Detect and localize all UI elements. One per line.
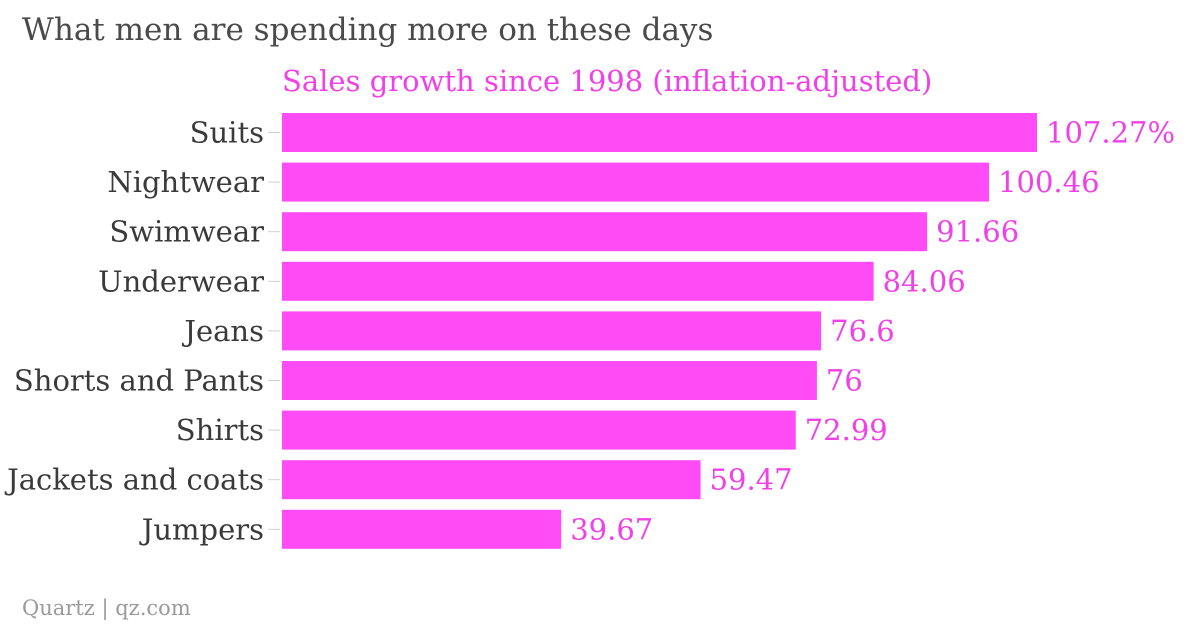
- bar-jeans: [282, 311, 822, 351]
- value-label-nightwear: 100.46: [998, 165, 1099, 199]
- category-label-jackets-and-coats: Jackets and coats: [4, 463, 264, 497]
- bar-shirts: [282, 410, 796, 450]
- value-label-swimwear: 91.66: [936, 215, 1019, 249]
- source-credit: Quartz | qz.com: [22, 596, 191, 620]
- series-legend-label: Sales growth since 1998 (inflation-adjus…: [282, 64, 933, 98]
- value-label-jackets-and-coats: 59.47: [710, 463, 793, 497]
- value-label-shirts: 72.99: [805, 413, 888, 447]
- category-label-swimwear: Swimwear: [109, 215, 264, 249]
- bar-swimwear: [282, 212, 928, 252]
- category-label-underwear: Underwear: [98, 264, 264, 298]
- chart-title: What men are spending more on these days: [22, 12, 714, 48]
- value-label-suits: 107.27%: [1046, 116, 1175, 150]
- bar-jackets-and-coats: [282, 460, 701, 500]
- category-label-suits: Suits: [190, 116, 264, 150]
- category-label-nightwear: Nightwear: [107, 165, 264, 199]
- category-label-jumpers: Jumpers: [139, 512, 264, 546]
- category-label-jeans: Jeans: [181, 314, 264, 348]
- value-label-jeans: 76.6: [830, 314, 895, 348]
- bar-underwear: [282, 261, 874, 301]
- category-label-shorts-and-pants: Shorts and Pants: [14, 364, 264, 398]
- value-label-jumpers: 39.67: [570, 512, 653, 546]
- bar-suits: [282, 113, 1037, 152]
- bar-jumpers: [282, 509, 562, 549]
- value-labels: 107.27% 100.46 91.66 84.06 76.6 76 72.99 59.47 3…: [570, 116, 1175, 547]
- value-label-shorts-and-pants: 76: [826, 364, 863, 398]
- bars-group: [282, 113, 1037, 549]
- category-label-shirts: Shirts: [176, 413, 264, 447]
- bar-nightwear: [282, 162, 990, 202]
- category-axis: Suits Nightwear Swimwear Underwear Jeans Shor…: [4, 116, 280, 546]
- value-label-underwear: 84.06: [883, 264, 966, 298]
- bar-shorts-and-pants: [282, 361, 817, 400]
